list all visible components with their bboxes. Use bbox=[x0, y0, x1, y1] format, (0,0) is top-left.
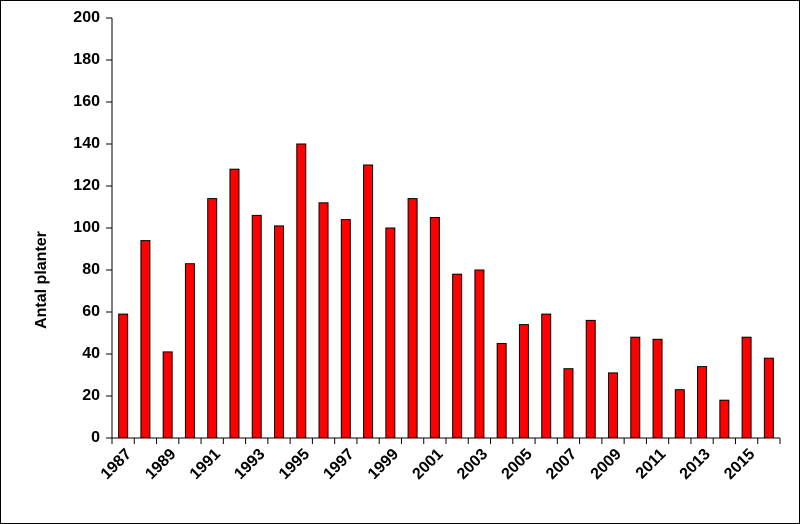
bar bbox=[652, 338, 663, 439]
y-axis-label: Antal planter bbox=[33, 231, 50, 329]
y-tick-label: 140 bbox=[73, 135, 100, 152]
y-tick-label: 60 bbox=[82, 303, 100, 320]
bar bbox=[518, 324, 529, 439]
bar bbox=[385, 227, 396, 439]
bar bbox=[608, 372, 618, 439]
bar bbox=[407, 198, 418, 439]
bar bbox=[697, 366, 708, 439]
bar bbox=[207, 198, 218, 439]
bar bbox=[674, 389, 685, 439]
y-tick-label: 0 bbox=[91, 429, 100, 446]
bar bbox=[452, 273, 463, 439]
y-tick-label: 180 bbox=[73, 51, 100, 68]
bar bbox=[541, 313, 552, 439]
bar bbox=[763, 357, 774, 439]
bar bbox=[585, 319, 596, 439]
y-tick-label: 40 bbox=[82, 345, 100, 362]
bar bbox=[563, 368, 574, 439]
bar bbox=[741, 336, 752, 439]
y-tick-label: 160 bbox=[73, 93, 100, 110]
bar bbox=[274, 225, 284, 439]
bar bbox=[318, 202, 329, 439]
bar bbox=[229, 168, 240, 439]
bar bbox=[296, 143, 307, 439]
bar bbox=[363, 164, 374, 439]
y-tick-label: 200 bbox=[73, 9, 100, 26]
y-tick-label: 20 bbox=[82, 387, 100, 404]
bar bbox=[251, 214, 262, 439]
bar bbox=[162, 351, 173, 439]
bar bbox=[630, 336, 641, 439]
bar bbox=[340, 219, 351, 439]
bar bbox=[474, 269, 485, 439]
bar bbox=[118, 313, 129, 439]
bar bbox=[719, 399, 730, 439]
y-tick-label: 100 bbox=[73, 219, 100, 236]
bar bbox=[140, 240, 151, 439]
bar bbox=[184, 263, 195, 439]
y-tick-label: 120 bbox=[73, 177, 100, 194]
bar bbox=[496, 343, 507, 439]
y-tick-label: 80 bbox=[82, 261, 100, 278]
bar bbox=[429, 217, 440, 439]
